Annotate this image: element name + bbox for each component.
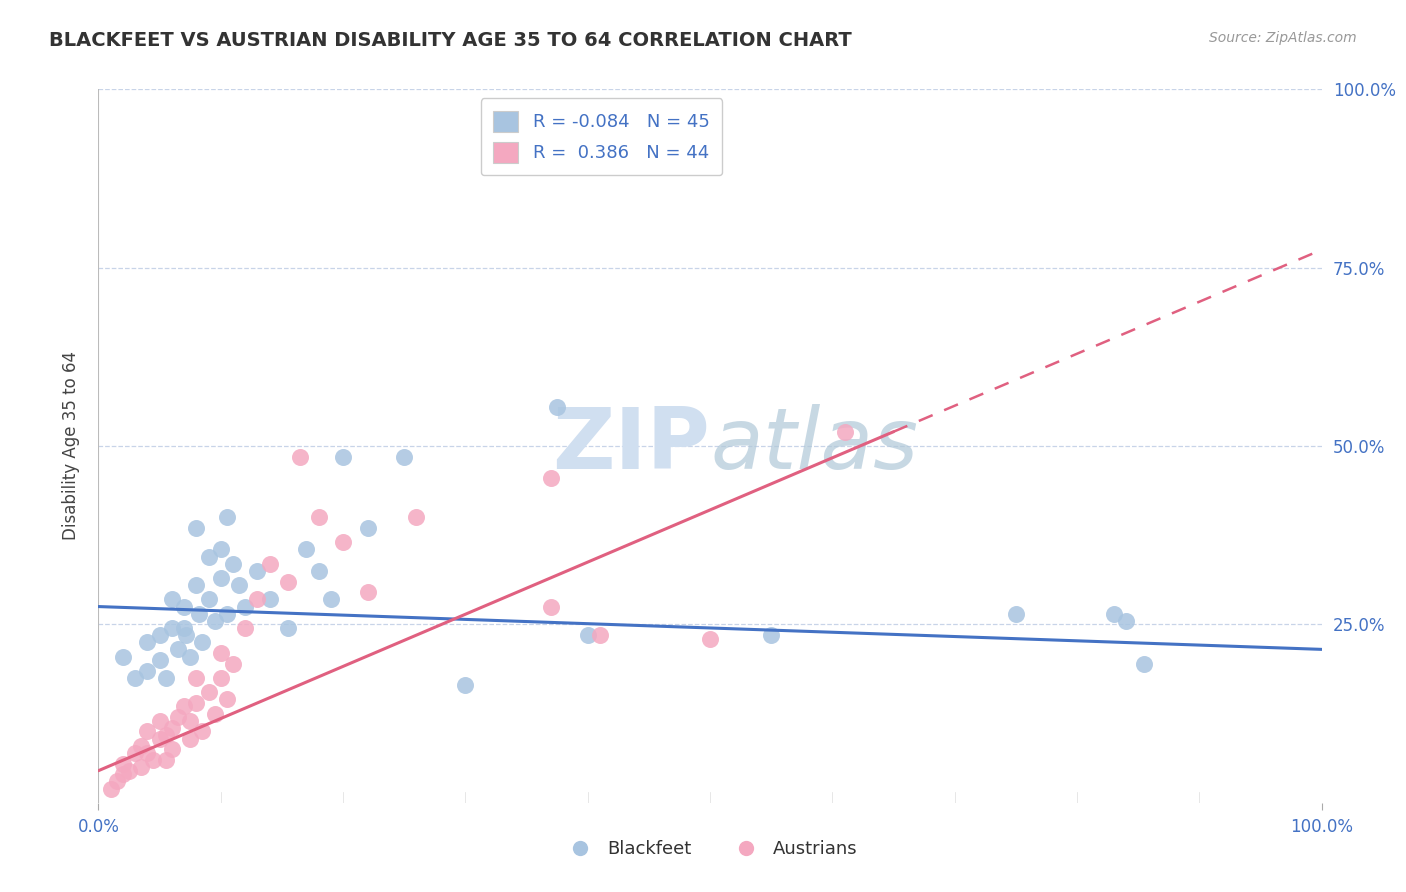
Point xyxy=(186,521,208,535)
Point xyxy=(233,599,256,614)
Point xyxy=(149,653,172,667)
Point xyxy=(215,607,238,621)
Point xyxy=(124,746,146,760)
Point xyxy=(246,592,269,607)
Point xyxy=(111,767,134,781)
Point xyxy=(215,510,238,524)
Point xyxy=(173,699,195,714)
Point xyxy=(173,599,195,614)
Point xyxy=(197,549,219,564)
Point xyxy=(246,564,269,578)
Point xyxy=(228,578,250,592)
Point xyxy=(124,671,146,685)
Point xyxy=(277,621,299,635)
Y-axis label: Disability Age 35 to 64: Disability Age 35 to 64 xyxy=(62,351,80,541)
Point xyxy=(540,599,562,614)
Point xyxy=(136,664,159,678)
Point xyxy=(187,607,209,621)
Point xyxy=(215,692,238,706)
Point xyxy=(179,714,201,728)
Point xyxy=(1133,657,1156,671)
Point xyxy=(834,425,856,439)
Point xyxy=(1102,607,1125,621)
Point xyxy=(204,614,226,628)
Point xyxy=(155,753,177,767)
Point xyxy=(259,592,281,607)
Point xyxy=(761,628,783,642)
Point xyxy=(118,764,141,778)
Point xyxy=(160,621,183,635)
Point xyxy=(589,628,612,642)
Point xyxy=(111,649,134,664)
Point xyxy=(197,592,219,607)
Point xyxy=(259,557,281,571)
Point xyxy=(149,731,172,746)
Point xyxy=(129,760,152,774)
Text: ZIP: ZIP xyxy=(553,404,710,488)
Point xyxy=(160,721,183,735)
Point xyxy=(167,710,190,724)
Point xyxy=(160,592,183,607)
Point xyxy=(155,671,177,685)
Point xyxy=(136,724,159,739)
Point xyxy=(197,685,219,699)
Point xyxy=(176,628,198,642)
Point xyxy=(546,400,568,414)
Point xyxy=(405,510,427,524)
Point xyxy=(540,471,562,485)
Point xyxy=(1115,614,1137,628)
Point xyxy=(233,621,256,635)
Point xyxy=(186,696,208,710)
Point xyxy=(155,728,177,742)
Point xyxy=(209,542,232,557)
Text: BLACKFEET VS AUSTRIAN DISABILITY AGE 35 TO 64 CORRELATION CHART: BLACKFEET VS AUSTRIAN DISABILITY AGE 35 … xyxy=(49,31,852,50)
Point xyxy=(222,557,245,571)
Text: atlas: atlas xyxy=(710,404,918,488)
Point xyxy=(290,450,312,464)
Point xyxy=(191,724,214,739)
Point xyxy=(160,742,183,756)
Point xyxy=(136,746,159,760)
Point xyxy=(129,739,152,753)
Point xyxy=(191,635,214,649)
Point xyxy=(204,706,226,721)
Point xyxy=(209,571,232,585)
Point xyxy=(356,585,378,599)
Point xyxy=(179,731,201,746)
Legend: Blackfeet, Austrians: Blackfeet, Austrians xyxy=(555,833,865,865)
Point xyxy=(209,646,232,660)
Point xyxy=(105,774,128,789)
Point xyxy=(699,632,721,646)
Point xyxy=(392,450,416,464)
Point xyxy=(209,671,232,685)
Point xyxy=(356,521,378,535)
Point xyxy=(100,781,122,796)
Point xyxy=(111,756,134,771)
Point xyxy=(277,574,299,589)
Point xyxy=(142,753,165,767)
Point xyxy=(319,592,342,607)
Point xyxy=(1004,607,1026,621)
Point xyxy=(308,564,330,578)
Point xyxy=(186,671,208,685)
Point xyxy=(332,535,354,549)
Point xyxy=(454,678,477,692)
Point xyxy=(136,635,159,649)
Point xyxy=(167,642,190,657)
Point xyxy=(179,649,201,664)
Point xyxy=(149,628,172,642)
Point xyxy=(186,578,208,592)
Point xyxy=(295,542,318,557)
Point xyxy=(149,714,172,728)
Text: Source: ZipAtlas.com: Source: ZipAtlas.com xyxy=(1209,31,1357,45)
Point xyxy=(332,450,354,464)
Point xyxy=(222,657,245,671)
Point xyxy=(173,621,195,635)
Point xyxy=(576,628,599,642)
Point xyxy=(308,510,330,524)
